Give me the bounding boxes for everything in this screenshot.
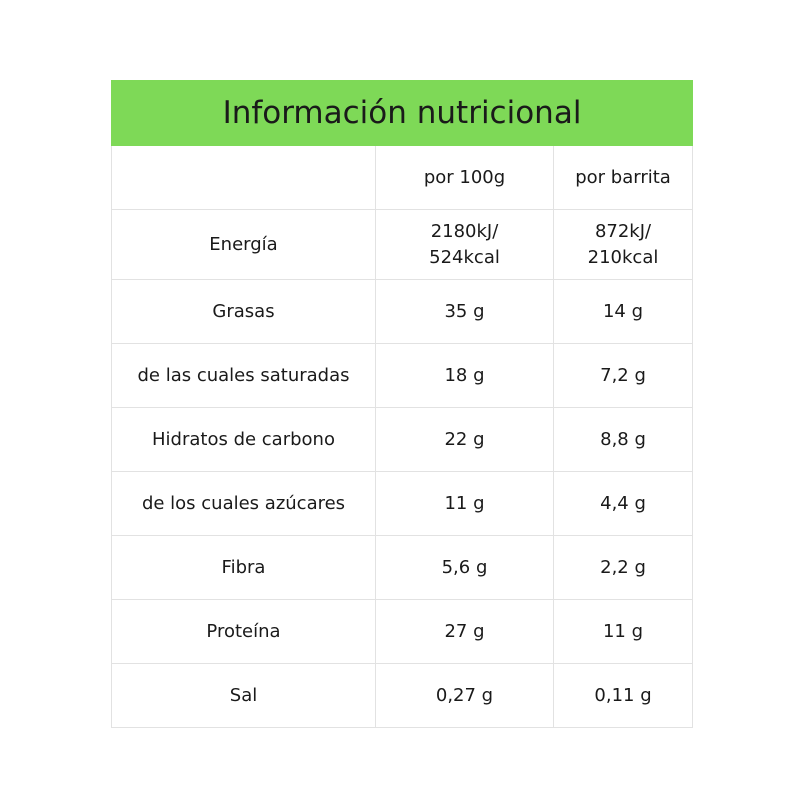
table-row: Grasas 35 g 14 g	[111, 279, 694, 344]
per-100g-cell: 2180kJ/ 524kcal	[375, 209, 554, 280]
column-header-nutrient	[111, 145, 376, 210]
table-row: Fibra 5,6 g 2,2 g	[111, 535, 694, 600]
per-100g-cell: 11 g	[375, 471, 554, 536]
table-row: de las cuales saturadas 18 g 7,2 g	[111, 343, 694, 408]
per-bar-cell: 0,11 g	[552, 663, 694, 728]
per-bar-cell: 14 g	[552, 279, 694, 344]
column-header-per-100g: por 100g	[375, 145, 554, 210]
nutrient-cell: de las cuales saturadas	[111, 343, 376, 408]
nutrient-cell: Sal	[111, 663, 376, 728]
column-header-row: por 100g por barrita	[111, 145, 694, 210]
nutrient-cell: Hidratos de carbono	[111, 407, 376, 472]
column-header-per-bar: por barrita	[552, 145, 694, 210]
per-100g-cell: 5,6 g	[375, 535, 554, 600]
nutrient-cell: Grasas	[111, 279, 376, 344]
per-100g-cell: 22 g	[375, 407, 554, 472]
per-100g-cell: 18 g	[375, 343, 554, 408]
table-row: Sal 0,27 g 0,11 g	[111, 663, 694, 728]
table-row: Proteína 27 g 11 g	[111, 599, 694, 664]
table-row: Energía 2180kJ/ 524kcal 872kJ/ 210kcal	[111, 209, 694, 280]
per-100g-cell: 0,27 g	[375, 663, 554, 728]
nutrient-cell: Proteína	[111, 599, 376, 664]
per-bar-cell: 4,4 g	[552, 471, 694, 536]
per-bar-cell: 872kJ/ 210kcal	[552, 209, 694, 280]
nutrient-cell: Fibra	[111, 535, 376, 600]
table-row: de los cuales azúcares 11 g 4,4 g	[111, 471, 694, 536]
per-bar-cell: 8,8 g	[552, 407, 694, 472]
nutrient-cell: de los cuales azúcares	[111, 471, 376, 536]
table-title: Información nutricional	[110, 80, 694, 146]
per-100g-cell: 27 g	[375, 599, 554, 664]
per-bar-cell: 7,2 g	[552, 343, 694, 408]
nutrient-cell: Energía	[111, 209, 376, 280]
per-100g-cell: 35 g	[375, 279, 554, 344]
per-bar-cell: 11 g	[552, 599, 694, 664]
table-row: Hidratos de carbono 22 g 8,8 g	[111, 407, 694, 472]
nutrition-table: Información nutricional por 100g por bar…	[110, 80, 694, 728]
per-bar-cell: 2,2 g	[552, 535, 694, 600]
